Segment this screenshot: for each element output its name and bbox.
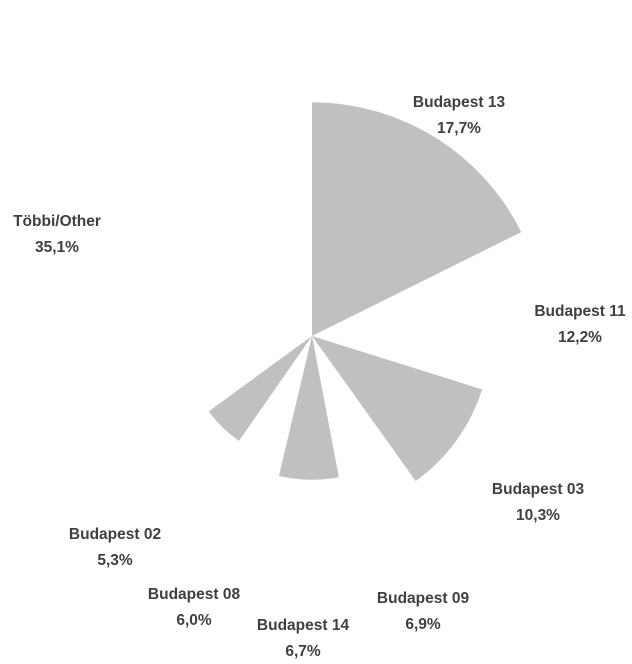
wedge-budapest-03	[312, 336, 483, 481]
chart-labels: Budapest 13 17,7% Budapest 11 12,2% Budapest…	[13, 94, 626, 660]
value-budapest-14: 6,7%	[285, 643, 321, 660]
label-budapest-03: Budapest 03	[492, 481, 585, 498]
label-budapest-09: Budapest 09	[377, 590, 470, 607]
label-budapest-08: Budapest 08	[148, 586, 241, 603]
wedge-budapest-02	[208, 336, 312, 441]
label-budapest-14: Budapest 14	[257, 617, 350, 634]
value-budapest-03: 10,3%	[516, 507, 560, 524]
value-budapest-02: 5,3%	[97, 552, 133, 569]
value-t-bbi-other: 35,1%	[35, 239, 79, 256]
chart-wedges	[208, 102, 522, 481]
value-budapest-11: 12,2%	[558, 329, 602, 346]
wedge-budapest-13	[312, 102, 522, 337]
label-budapest-11: Budapest 11	[534, 303, 626, 320]
value-budapest-13: 17,7%	[437, 120, 481, 137]
value-budapest-08: 6,0%	[176, 612, 212, 629]
label-t-bbi-other: Többi/Other	[13, 213, 101, 230]
label-budapest-02: Budapest 02	[69, 526, 161, 543]
label-budapest-13: Budapest 13	[413, 94, 506, 111]
wedge-budapest-14	[278, 336, 339, 480]
value-budapest-09: 6,9%	[405, 616, 441, 633]
